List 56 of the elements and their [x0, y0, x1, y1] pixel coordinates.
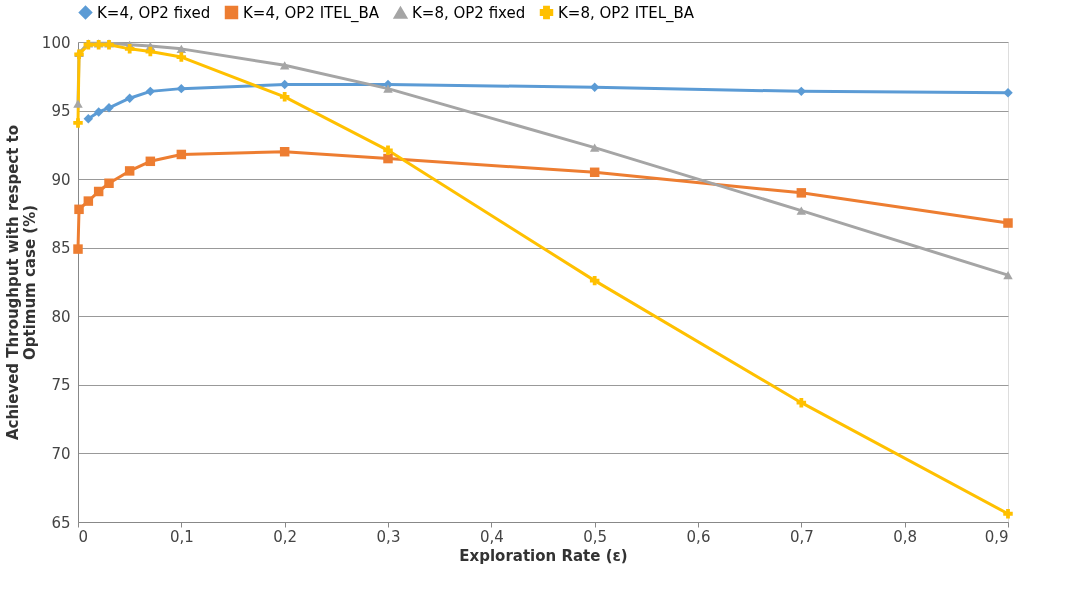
x-tick-label: 0,9	[984, 527, 1009, 546]
point	[93, 107, 104, 117]
y-tick-label: 65	[51, 513, 71, 532]
point	[279, 61, 290, 70]
y-tick-label: 90	[51, 170, 71, 189]
point	[124, 44, 135, 54]
x-tick-label: 0,2	[273, 527, 298, 546]
point	[83, 196, 94, 206]
point	[279, 92, 290, 102]
x-tick-label: 0,4	[479, 527, 504, 546]
point	[1003, 218, 1013, 228]
x-axis-title: Exploration Rate (ε)	[459, 546, 628, 565]
x-tick-label: 0,8	[893, 527, 918, 546]
point	[176, 44, 187, 53]
y-tick-label: 85	[51, 239, 71, 258]
point	[93, 186, 104, 197]
y-tick-label: 80	[51, 307, 71, 326]
point	[383, 145, 393, 156]
point	[176, 149, 187, 160]
y-axis-title: Achieved Throughput with respect to Optimum case (%)	[3, 124, 39, 441]
x-tick-label: 0,7	[789, 527, 814, 546]
point	[176, 52, 187, 62]
x-tick-label: 0	[78, 527, 89, 546]
point	[796, 397, 807, 408]
point	[1003, 88, 1013, 98]
point	[383, 153, 393, 164]
legend-label: K=4, OP2 fixed	[97, 3, 211, 22]
x-tick-label: 0,5	[583, 527, 608, 546]
legend-label: K=8, OP2 fixed	[412, 3, 526, 22]
point	[589, 275, 600, 286]
y-tick-label: 95	[51, 102, 71, 121]
y-tick-label: 100	[41, 33, 71, 52]
point	[124, 166, 135, 176]
point	[73, 99, 83, 108]
point	[279, 146, 290, 157]
point	[73, 244, 83, 254]
point	[589, 143, 600, 152]
point	[383, 84, 393, 93]
y-tick-label: 70	[51, 444, 71, 463]
x-tick-label: 0,1	[169, 527, 194, 546]
point	[83, 114, 94, 124]
point	[589, 167, 600, 178]
x-tick-label: 0,3	[376, 527, 401, 546]
point	[124, 93, 135, 103]
x-tick-label: 0,6	[686, 527, 711, 546]
point	[796, 188, 807, 198]
y-tick-label: 75	[51, 376, 71, 395]
point	[796, 206, 807, 215]
legend-label: K=8, OP2 ITEL_BA	[558, 3, 695, 23]
point	[1003, 271, 1013, 280]
point	[73, 118, 83, 128]
legend-label: K=4, OP2 ITEL_BA	[243, 3, 380, 23]
point	[104, 178, 114, 188]
point	[145, 156, 156, 167]
point	[74, 204, 84, 215]
point	[1003, 509, 1013, 519]
